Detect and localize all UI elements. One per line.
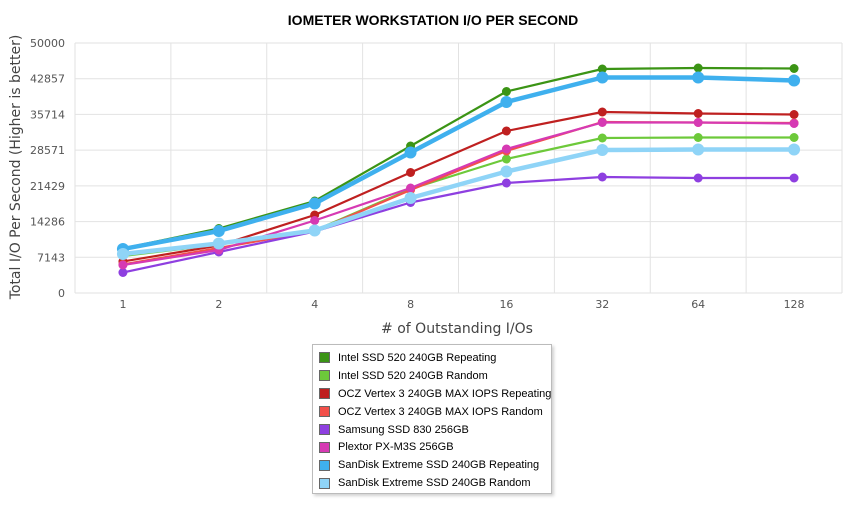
data-point [308,224,321,237]
series-line [122,66,795,250]
data-point [308,197,321,210]
data-point [789,173,799,183]
series-5 [118,118,799,270]
legend-swatch [319,406,330,418]
series-line [122,147,795,257]
data-point [693,109,703,118]
data-point [500,165,513,178]
legend-swatch [319,424,330,435]
series-layer [116,63,801,277]
data-point [501,87,511,96]
data-point [404,146,417,159]
legend-item: SanDisk Extreme SSD 240GB Repeating [319,456,551,474]
data-point [692,71,705,84]
data-point [597,107,607,117]
data-point [789,133,799,142]
data-point [212,225,225,237]
x-axis-ticks: 1 2 4 8 16 32 64 128 [119,298,804,311]
y-axis-ticks: 0 7143 14286 21429 28571 35714 42857 50000 [30,37,65,300]
x-tick-label: 32 [595,298,609,311]
x-tick-label: 8 [407,298,414,311]
y-tick-label: 21429 [30,180,65,193]
data-point [501,178,511,188]
data-point [789,119,799,128]
chart-legend: Intel SSD 520 240GB Repeating Intel SSD 5… [312,344,552,494]
legend-item: SanDisk Extreme SSD 240GB Random [319,474,551,492]
y-tick-label: 0 [58,287,65,300]
legend-swatch [319,388,330,400]
data-point [596,71,609,84]
y-tick-label: 28571 [30,144,65,157]
data-point [212,237,225,250]
data-point [789,64,799,73]
data-point [118,260,128,270]
y-axis-label: Total I/O Per Second (Higher is better) [8,35,24,301]
data-point [597,64,607,74]
legend-label: OCZ Vertex 3 240GB MAX IOPS Random [338,405,543,418]
legend-label: Plextor PX-M3S 256GB [338,441,454,454]
data-point [501,154,511,164]
legend-swatch [319,459,330,471]
data-point [789,110,799,119]
legend-label: OCZ Vertex 3 240GB MAX IOPS Repeating [338,387,552,400]
legend-item: Samsung SSD 830 256GB [319,421,551,439]
data-point [693,63,703,73]
data-point [116,248,129,260]
legend-label: SanDisk Extreme SSD 240GB Repeating [338,459,540,472]
data-point [597,118,607,127]
data-point [788,74,801,87]
x-tick-label: 64 [691,298,705,311]
y-tick-label: 7143 [37,251,65,264]
x-tick-label: 16 [499,298,513,311]
legend-item: Intel SSD 520 240GB Random [319,367,551,385]
data-point [501,126,511,136]
data-point [310,216,320,225]
data-point [693,173,703,183]
data-point [788,143,801,156]
legend-swatch [319,477,330,489]
data-point [118,268,128,277]
x-tick-label: 4 [311,298,318,311]
legend-item: Plextor PX-M3S 256GB [319,438,551,456]
y-tick-label: 42857 [30,73,65,86]
legend-item: Intel SSD 520 240GB Repeating [319,349,551,367]
y-tick-label: 14286 [30,216,65,229]
series-line [122,175,795,274]
x-tick-label: 2 [215,298,222,311]
x-tick-label: 128 [784,298,805,311]
legend-item: OCZ Vertex 3 240GB MAX IOPS Random [319,403,551,421]
data-point [597,172,607,182]
data-point [406,168,416,177]
data-point [693,118,703,127]
legend-item: OCZ Vertex 3 240GB MAX IOPS Repeating [319,385,551,403]
x-tick-label: 1 [119,298,126,311]
legend-label: SanDisk Extreme SSD 240GB Random [338,477,531,490]
data-point [501,144,511,154]
y-tick-label: 35714 [30,108,65,121]
chart-title: IOMETER WORKSTATION I/O PER SECOND [288,12,578,28]
legend-label: Samsung SSD 830 256GB [338,423,469,436]
legend-label: Intel SSD 520 240GB Random [338,369,488,382]
data-point [693,133,703,142]
legend-swatch [319,370,330,382]
data-point [692,143,705,156]
data-point [406,183,416,193]
legend-swatch [319,352,330,364]
series-line [122,75,795,252]
y-tick-label: 50000 [30,37,65,50]
data-point [500,96,513,108]
series-7 [116,143,801,260]
data-point [404,192,417,204]
data-point [596,144,609,156]
legend-swatch [319,441,330,453]
x-axis-label: # of Outstanding I/Os [381,321,533,337]
legend-label: Intel SSD 520 240GB Repeating [338,351,497,364]
series-line [122,121,795,267]
series-6 [116,71,801,255]
data-point [597,133,607,143]
